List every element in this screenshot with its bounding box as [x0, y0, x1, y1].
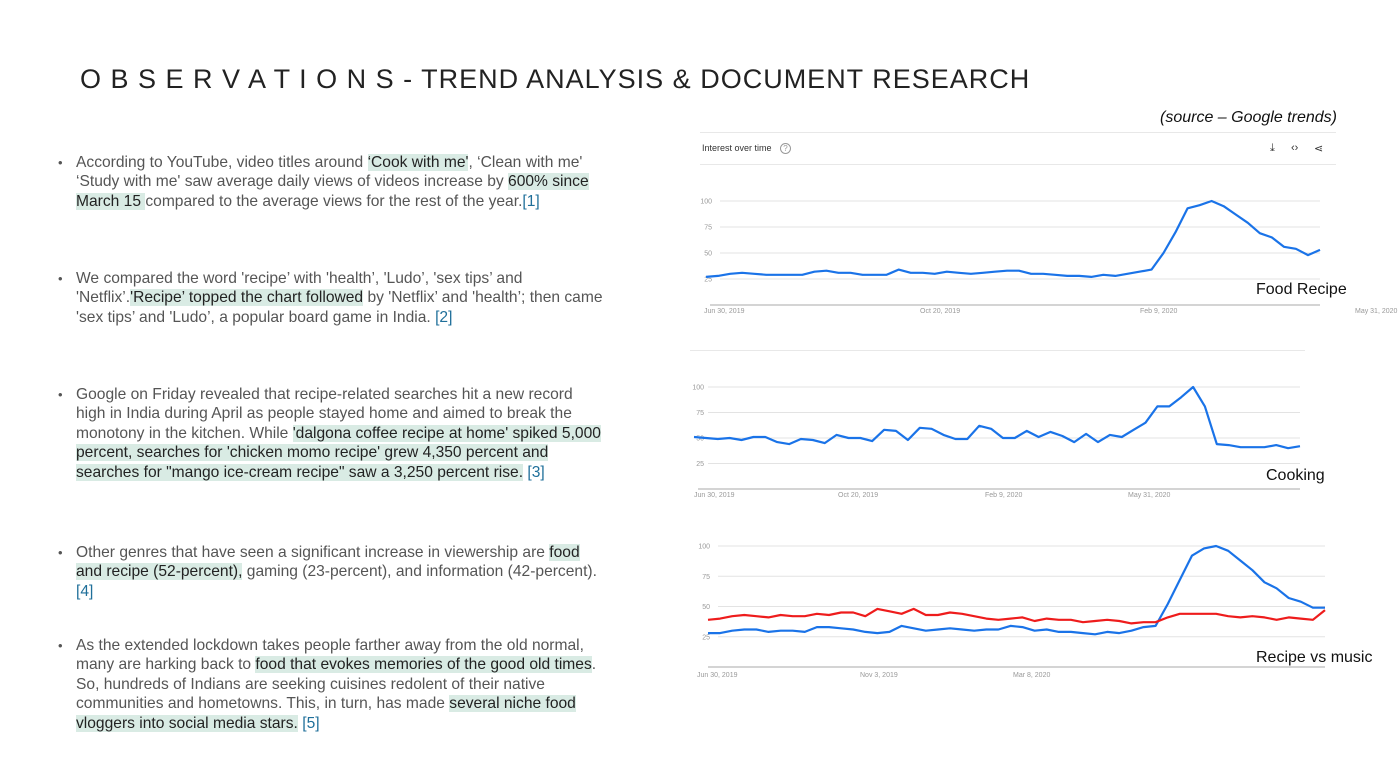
- x-tick-label: Jun 30, 2019: [694, 492, 735, 499]
- embed-code-icon[interactable]: ‹›: [1291, 142, 1299, 154]
- y-tick-label: 25: [696, 461, 704, 468]
- x-tick-label: Oct 20, 2019: [838, 492, 878, 499]
- bullet-text: by 'Netflix’ and 'health’; then came 'se…: [76, 289, 603, 326]
- chart-top-border: [700, 132, 1336, 133]
- highlighted-text: food that evokes memories of the good ol…: [255, 656, 592, 674]
- x-tick-label: Mar 8, 2020: [1013, 672, 1050, 679]
- bullet-recipe-comparison: We compared the word 'recipe’ with 'heal…: [58, 269, 603, 327]
- chart-divider: [690, 350, 1305, 351]
- x-tick-label: Oct 20, 2019: [920, 308, 960, 315]
- chart-header-title: Interest over time: [702, 143, 772, 153]
- x-tick-label: Feb 9, 2020: [1140, 308, 1177, 315]
- bullet-text: compared to the average views for the re…: [145, 192, 523, 210]
- bullet-genres: Other genres that have seen a significan…: [58, 543, 603, 601]
- chart-annotation-recipe-vs-music: Recipe vs music: [1256, 649, 1373, 666]
- y-tick-label: 50: [704, 251, 712, 258]
- x-tick-label: May 31, 2020: [1128, 492, 1171, 499]
- x-tick-label: May 31, 2020: [1355, 308, 1398, 315]
- series-line-music: [707, 607, 1326, 625]
- help-icon[interactable]: ?: [780, 143, 791, 154]
- y-tick-label: 25: [702, 634, 710, 641]
- bullet-text: According to YouTube, video titles aroun…: [76, 154, 368, 171]
- download-icon[interactable]: ⤓: [1270, 142, 1275, 154]
- y-tick-label: 25: [704, 277, 712, 284]
- bullet-lockdown-food: As the extended lockdown takes people fa…: [58, 636, 603, 733]
- chart-annotation-food-recipe: Food Recipe: [1256, 281, 1347, 298]
- bullet-google-searches: Google on Friday revealed that recipe-re…: [58, 385, 603, 482]
- cooking-chart: 25 50 75 100 Jun 30, 2019 Oct 20, 2019 Feb 9, …: [692, 385, 1301, 499]
- bullet-text: . So, hundreds of Indians are seeking cu…: [76, 656, 597, 713]
- x-tick-label: Jun 30, 2019: [697, 672, 738, 679]
- y-tick-label: 75: [702, 574, 710, 581]
- y-tick-label: 75: [704, 225, 712, 232]
- y-tick-label: 100: [698, 544, 710, 551]
- citation-link[interactable]: [5]: [302, 714, 320, 732]
- bullet-text: Google on Friday revealed that recipe-re…: [76, 386, 573, 442]
- citation-link[interactable]: [2]: [435, 308, 453, 326]
- food-recipe-chart: 25 50 75 100 Jun 30, 2019 Oct 20, 2019 Feb 9, …: [700, 199, 1397, 316]
- series-line-cooking: [693, 385, 1301, 450]
- y-tick-label: 75: [696, 410, 704, 417]
- chart-annotation-cooking: Cooking: [1266, 467, 1325, 484]
- x-tick-label: Jun 30, 2019: [704, 308, 745, 315]
- x-tick-label: Nov 3, 2019: [860, 672, 898, 679]
- citation-link[interactable]: [1]: [522, 192, 540, 210]
- bullet-text: We compared the word 'recipe’ with 'heal…: [76, 270, 523, 307]
- series-line-recipe: [708, 544, 1325, 636]
- x-tick-label: Feb 9, 2020: [985, 492, 1022, 499]
- y-tick-label: 100: [692, 385, 704, 392]
- source-note: (source – Google trends): [1160, 109, 1337, 126]
- y-tick-label: 50: [696, 436, 704, 443]
- bullet-text: , ‘Clean with me' ‘Study with me' saw av…: [76, 154, 583, 191]
- citation-link[interactable]: [4]: [76, 582, 94, 600]
- chart-header-divider: [700, 164, 1336, 165]
- recipe-vs-music-chart: 25 50 75 100 Jun 30, 2019 Nov 3, 2019 Mar 8, 2…: [697, 544, 1326, 679]
- y-tick-label: 50: [702, 604, 710, 611]
- bullet-youtube: According to YouTube, video titles aroun…: [58, 153, 603, 211]
- share-icon[interactable]: ⋖: [1314, 143, 1324, 155]
- highlighted-text: 'dalgona coffee recipe at home' spiked 5…: [76, 424, 601, 481]
- highlighted-text: 'Recipe’ topped the chart followed: [130, 289, 364, 307]
- bullet-text: As the extended lockdown takes people fa…: [76, 637, 584, 674]
- y-tick-label: 100: [700, 199, 712, 206]
- series-line-food-recipe: [705, 199, 1321, 278]
- bullet-text: Other genres that have seen a significan…: [76, 544, 550, 561]
- slide-title: O B S E R V A T I O N S - TREND ANALYSIS…: [80, 64, 1031, 94]
- bullet-text: gaming (23-percent), and information (42…: [242, 563, 597, 581]
- citation-link[interactable]: [3]: [527, 463, 545, 481]
- highlighted-text: ‘Cook with me': [367, 154, 469, 171]
